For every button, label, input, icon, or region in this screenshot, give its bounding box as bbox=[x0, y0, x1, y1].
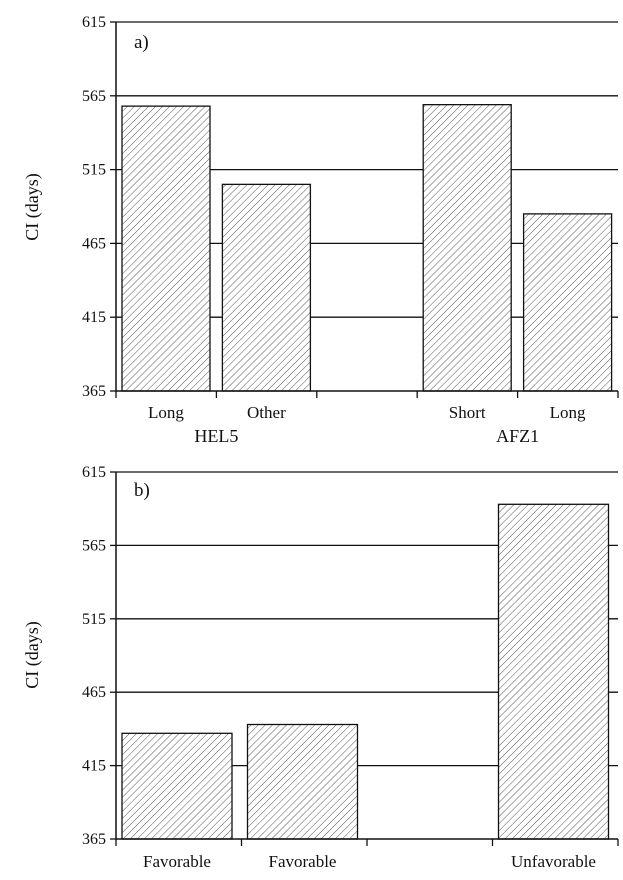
bars bbox=[121, 104, 613, 392]
y-tick-label: 515 bbox=[82, 162, 106, 179]
x-tick-labels: Favorable Favorable Unfavorable bbox=[143, 852, 596, 871]
bar bbox=[221, 183, 312, 392]
y-tick-label: 615 bbox=[82, 14, 106, 31]
group-labels: HEL5 AFZ1 bbox=[194, 426, 539, 446]
y-tick-label: 365 bbox=[82, 831, 106, 848]
x-tick-label: Favorable bbox=[269, 852, 337, 871]
y-tick-labels: 365 415 465 515 565 615 bbox=[82, 14, 106, 400]
group-label: HEL5 bbox=[194, 426, 238, 446]
x-tick-label: Short bbox=[449, 403, 486, 422]
panel-label: b) bbox=[134, 480, 150, 501]
y-tick-label: 615 bbox=[82, 464, 106, 481]
group-label: AFZ1 bbox=[496, 426, 539, 446]
y-tick-labels: 365 415 465 515 565 615 bbox=[82, 464, 106, 848]
bar bbox=[422, 104, 512, 392]
axes bbox=[110, 21, 619, 398]
bar bbox=[246, 723, 359, 840]
panel-a: CI (days) a) 365 415 465 515 565 615 Long Othe… bbox=[22, 14, 619, 446]
y-tick-label: 365 bbox=[82, 383, 106, 400]
x-tick-label: Long bbox=[148, 403, 184, 422]
bar bbox=[497, 503, 610, 840]
x-tick-label: Unfavorable bbox=[511, 852, 596, 871]
bars bbox=[121, 503, 610, 840]
y-tick-label: 465 bbox=[82, 684, 106, 701]
y-axis-label: CI (days) bbox=[22, 621, 43, 688]
axes bbox=[110, 471, 619, 846]
y-tick-label: 515 bbox=[82, 611, 106, 628]
bar bbox=[121, 105, 211, 392]
y-tick-label: 565 bbox=[82, 537, 106, 554]
y-tick-label: 465 bbox=[82, 235, 106, 252]
panel-label: a) bbox=[134, 32, 149, 53]
y-tick-label: 415 bbox=[82, 758, 106, 775]
bar bbox=[522, 213, 613, 392]
x-tick-label: Long bbox=[550, 403, 586, 422]
x-tick-labels: Long Other Short Long bbox=[148, 403, 586, 422]
bar bbox=[121, 732, 233, 840]
y-axis-label: CI (days) bbox=[22, 173, 43, 240]
x-tick-label: Other bbox=[247, 403, 286, 422]
x-tick-label: Favorable bbox=[143, 852, 211, 871]
panel-b: CI (days) b) 365 415 465 515 565 615 Favorabl… bbox=[22, 464, 619, 871]
y-tick-label: 565 bbox=[82, 88, 106, 105]
y-tick-label: 415 bbox=[82, 309, 106, 326]
